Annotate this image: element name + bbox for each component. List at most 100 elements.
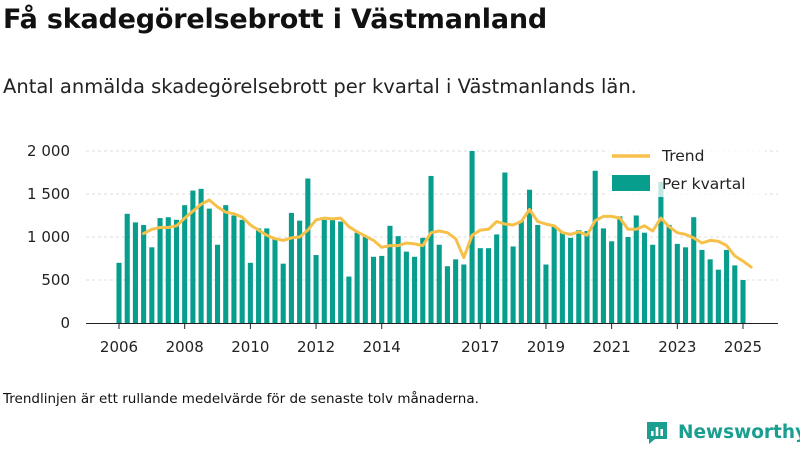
bar	[600, 228, 606, 323]
bar	[576, 230, 582, 323]
bar	[403, 251, 409, 323]
bar	[535, 224, 541, 323]
bar	[658, 181, 664, 323]
legend-bar-label: Per kvartal	[662, 175, 746, 193]
bar	[461, 264, 467, 323]
bar	[699, 249, 705, 323]
bar	[444, 266, 450, 323]
bar	[732, 265, 738, 323]
bar	[321, 219, 327, 323]
x-tick-label: 2006	[100, 338, 138, 356]
bar	[370, 256, 377, 323]
page-subtitle: Antal anmälda skadegörelsebrott per kvar…	[3, 75, 637, 98]
bar	[387, 225, 393, 323]
bar	[354, 232, 360, 323]
bar	[198, 188, 204, 323]
bar	[420, 237, 426, 323]
x-tick-label: 2025	[724, 338, 762, 356]
bar	[256, 228, 262, 323]
x-tick-label: 2021	[593, 338, 631, 356]
bar	[362, 237, 368, 323]
bar	[740, 280, 746, 323]
bar	[526, 189, 533, 323]
bar	[715, 269, 721, 323]
bar	[329, 218, 336, 323]
bar	[223, 205, 229, 323]
bar	[682, 247, 689, 323]
x-tick-label: 2012	[297, 338, 335, 356]
x-tick-label: 2017	[461, 338, 499, 356]
bar	[190, 190, 196, 323]
bar	[543, 264, 549, 323]
x-tick-label: 2014	[363, 338, 401, 356]
bar	[305, 178, 311, 323]
bar	[116, 262, 122, 323]
bar	[617, 216, 623, 323]
bar	[338, 221, 344, 323]
bar	[141, 224, 147, 323]
bar	[412, 256, 418, 323]
bar	[559, 231, 565, 323]
bar	[264, 228, 270, 323]
bar	[206, 208, 212, 323]
bar	[551, 225, 557, 323]
bar	[313, 255, 319, 323]
bar	[379, 255, 385, 323]
bar	[214, 244, 221, 323]
bar	[132, 222, 138, 323]
bar	[428, 175, 434, 323]
trend-line	[142, 198, 753, 269]
footnote: Trendlinjen är ett rullande medelvärde f…	[3, 391, 479, 407]
bar	[633, 215, 639, 323]
page-title: Få skadegörelsebrott i Västmanland	[3, 4, 547, 35]
chart: 0 500 1 000 1 500 2 000 2006 2008 2010 2012 2014 2…	[27, 142, 778, 356]
bar	[239, 219, 245, 323]
bar	[297, 220, 303, 323]
bar	[182, 205, 188, 323]
bar	[674, 243, 680, 323]
x-tick-label: 2019	[527, 338, 565, 356]
bar	[625, 237, 631, 323]
bar	[666, 224, 672, 323]
bar	[502, 172, 508, 323]
bar	[477, 248, 483, 323]
bar	[691, 217, 697, 323]
bar	[346, 276, 352, 323]
bar	[485, 248, 492, 323]
bar	[518, 220, 524, 323]
y-tick-label: 0	[60, 314, 70, 332]
bar	[584, 230, 590, 323]
bar	[650, 244, 656, 323]
bar	[247, 262, 253, 323]
y-tick-label: 1 000	[27, 228, 70, 246]
bar	[436, 244, 442, 323]
bar	[165, 217, 171, 323]
bar	[609, 241, 615, 323]
bar	[568, 237, 574, 323]
x-tick-label: 2010	[231, 338, 269, 356]
y-tick-label: 1 500	[27, 185, 70, 203]
bar	[641, 232, 648, 323]
bar	[280, 263, 286, 323]
bar	[288, 212, 294, 323]
bar	[157, 218, 163, 323]
bar	[494, 234, 500, 323]
bar	[124, 213, 130, 323]
y-tick-label: 2 000	[27, 142, 70, 160]
bar	[231, 215, 237, 323]
bar	[592, 170, 598, 323]
bar	[149, 247, 155, 323]
bar	[272, 237, 278, 323]
bar	[724, 249, 730, 323]
newsworthy-logo-icon	[647, 422, 667, 444]
legend-trend-label: Trend	[661, 147, 704, 165]
brand[interactable]: Newsworthy	[644, 419, 800, 445]
legend-bar-swatch	[612, 175, 650, 191]
x-tick-label: 2023	[658, 338, 696, 356]
y-tick-label: 500	[41, 271, 70, 289]
bar	[395, 236, 401, 323]
bar	[173, 219, 180, 323]
brand-name: Newsworthy	[678, 421, 800, 443]
bar	[453, 259, 459, 323]
x-tick-label: 2008	[166, 338, 204, 356]
